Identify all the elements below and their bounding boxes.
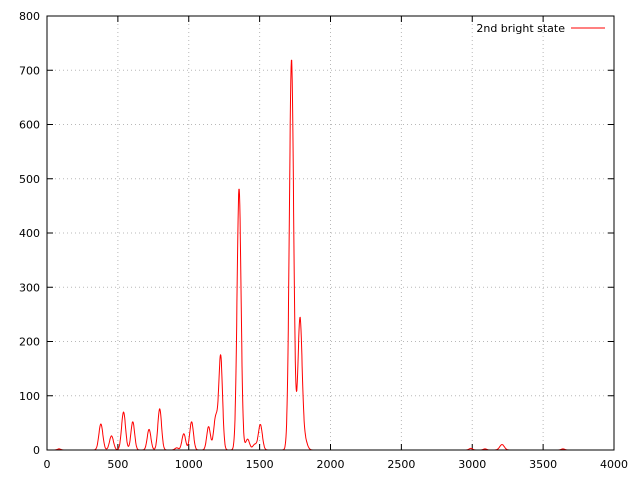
y-tick-label: 700 [19,64,40,77]
grid-lines [47,16,614,450]
x-tick-label: 0 [44,458,51,471]
y-tick-labels: 0 100 200 300 400 500 600 700 800 [19,10,40,457]
x-tick-labels: 0 500 1000 1500 2000 2500 3000 3500 4000 [44,458,629,471]
x-tick-label: 3500 [529,458,557,471]
legend: 2nd bright state [476,22,605,35]
x-tick-label: 1000 [175,458,203,471]
series-line [46,59,615,451]
x-tick-label: 2500 [387,458,415,471]
y-tick-label: 200 [19,336,40,349]
x-tick-label: 2000 [317,458,345,471]
x-tick-label: 500 [107,458,128,471]
x-tick-label: 1500 [246,458,274,471]
series-layer [46,59,615,451]
y-tick-label: 800 [19,10,40,23]
x-tick-label: 3000 [458,458,486,471]
y-tick-label: 0 [33,444,40,457]
y-tick-label: 500 [19,173,40,186]
legend-label: 2nd bright state [476,22,565,35]
y-tick-label: 300 [19,281,40,294]
plot-frame [46,15,615,451]
y-tick-label: 100 [19,390,40,403]
y-tick-label: 400 [19,227,40,240]
x-tick-label: 4000 [600,458,628,471]
y-tick-label: 600 [19,119,40,132]
